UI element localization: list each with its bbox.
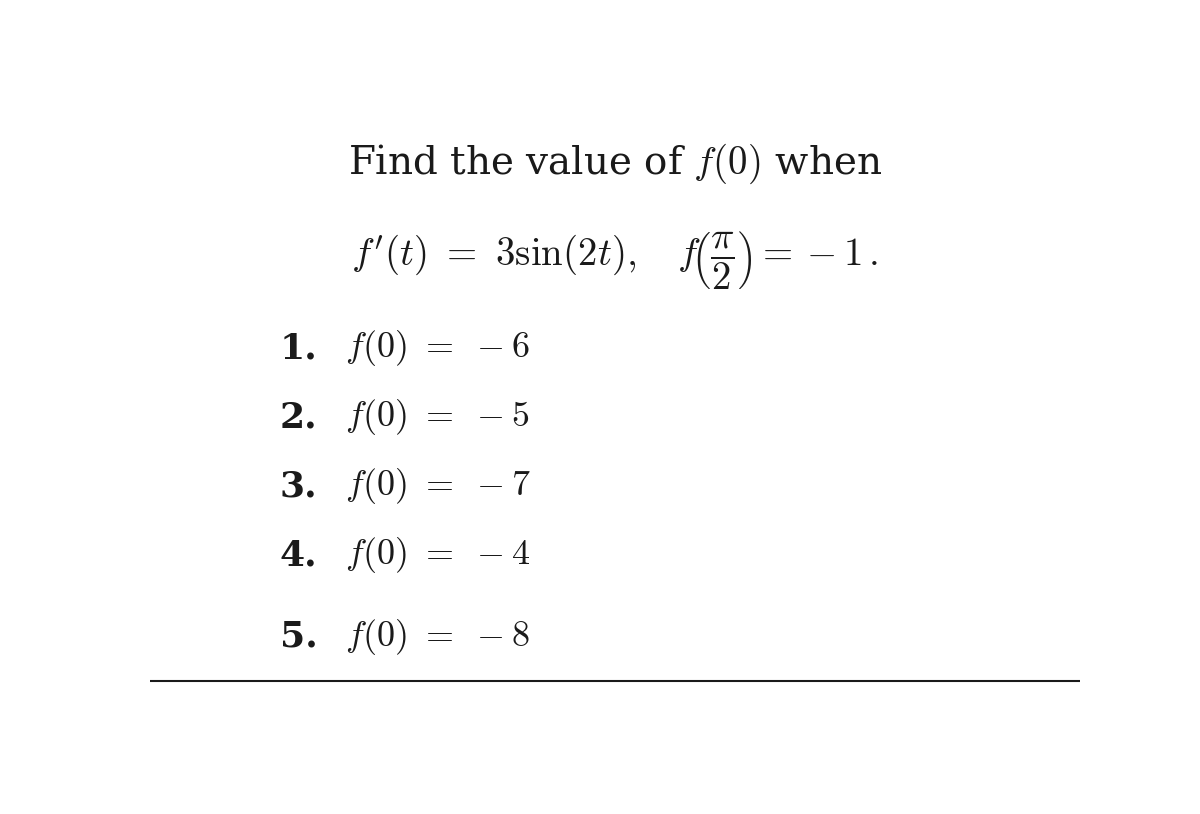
Text: 1.: 1. xyxy=(280,331,317,365)
Text: 2.: 2. xyxy=(280,400,317,435)
Text: Find the value of $f(0)$ when: Find the value of $f(0)$ when xyxy=(348,142,882,186)
Text: 4.: 4. xyxy=(280,538,317,572)
Text: $f(0) \ = \ -5$: $f(0) \ = \ -5$ xyxy=(346,397,529,437)
Text: $f(0) \ = \ -4$: $f(0) \ = \ -4$ xyxy=(346,536,530,575)
Text: 5.: 5. xyxy=(280,619,317,654)
Text: $f(0) \ = \ -7$: $f(0) \ = \ -7$ xyxy=(346,466,532,506)
Text: $f(0) \ = \ -8$: $f(0) \ = \ -8$ xyxy=(346,617,530,657)
Text: $f(0) \ = \ -6$: $f(0) \ = \ -6$ xyxy=(346,328,530,369)
Text: 3.: 3. xyxy=(280,470,317,503)
Text: $f'(t) \ = \ 3\sin(2t), \quad f\!\left(\dfrac{\pi}{2}\right) = -1\,.$: $f'(t) \ = \ 3\sin(2t), \quad f\!\left(\… xyxy=(352,230,878,291)
